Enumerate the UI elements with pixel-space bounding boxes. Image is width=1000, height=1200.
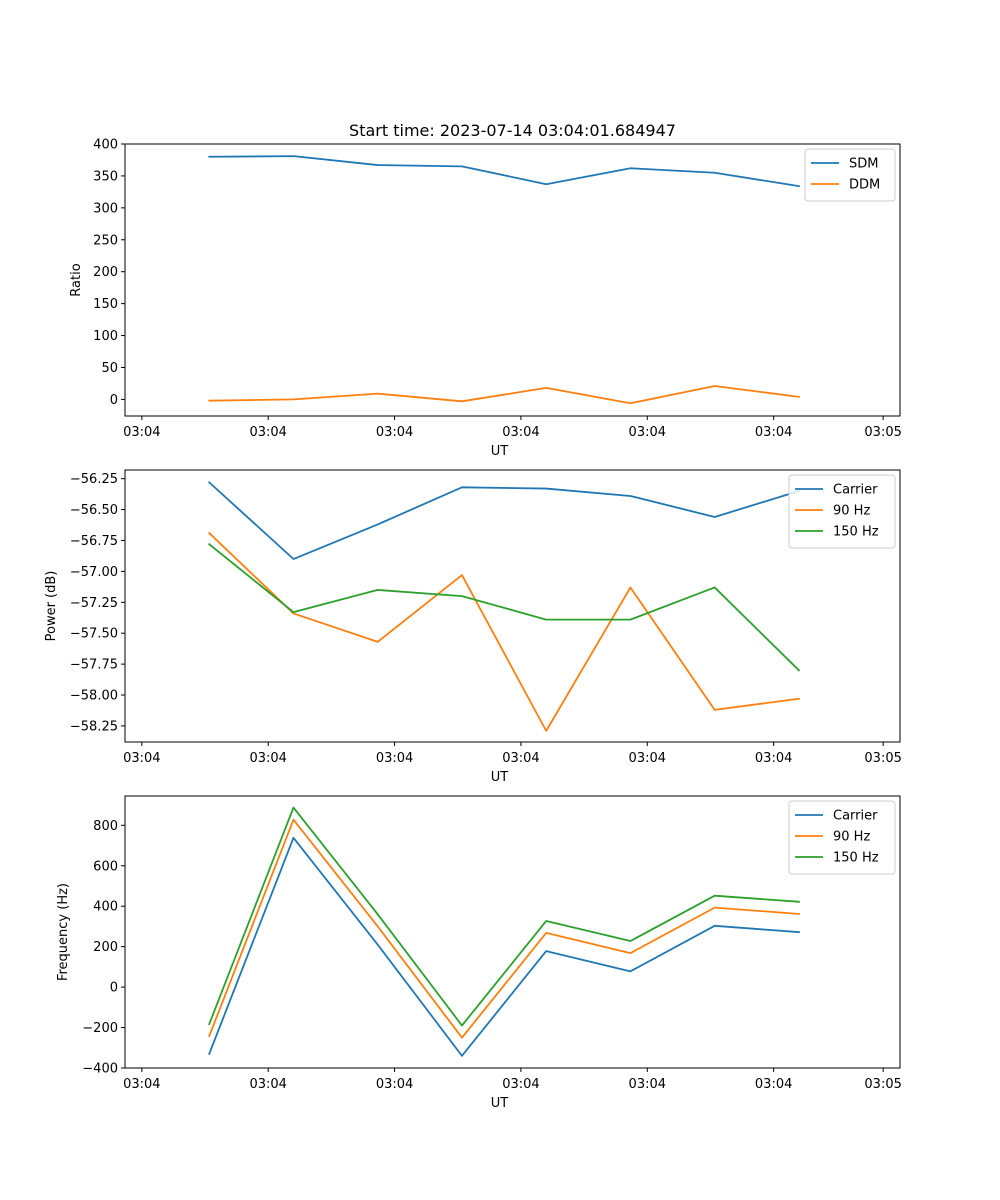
y-tick-label: 200: [93, 265, 118, 280]
series-line-90-hz: [208, 818, 800, 1039]
y-tick-label: 50: [101, 361, 118, 376]
legend: Carrier 90 Hz 150 Hz: [788, 800, 896, 875]
series-line-150-hz: [207, 542, 801, 672]
y-tick-label: 400: [93, 138, 118, 153]
axes-frame: [124, 469, 901, 743]
subplot-3: −400 −200 0 200 400 600 800 03:04 03:04 03:04 03:0…: [56, 795, 902, 1111]
legend-label: 150 Hz: [833, 851, 879, 866]
x-tick-label: 03:04: [502, 751, 539, 766]
x-tick-label: 03:04: [502, 425, 539, 440]
x-tick-label: 03:04: [755, 425, 792, 440]
y-axis-label: Frequency (Hz): [56, 883, 71, 981]
y-tick-label: −56.75: [70, 534, 118, 549]
x-tick-label: 03:04: [123, 751, 160, 766]
y-tick-label: −57.75: [70, 658, 118, 673]
legend-box: [804, 148, 896, 202]
y-tick-label: 350: [93, 169, 118, 184]
x-tick-label: 03:04: [502, 1077, 539, 1092]
y-tick-label: −58.25: [70, 719, 118, 734]
y-tick-label: −56.25: [70, 472, 118, 487]
legend-box: [788, 474, 896, 549]
x-tick-label: 03:04: [629, 751, 666, 766]
y-tick-label: 150: [93, 297, 118, 312]
figure-title: Start time: 2023-07-14 03:04:01.684947: [349, 121, 676, 140]
y-tick-label: −57.00: [70, 565, 118, 580]
y-tick-label: 400: [93, 900, 118, 915]
axes-frame: [124, 795, 901, 1069]
y-axis-label: Power (dB): [44, 571, 59, 642]
x-tick-label: 03:04: [376, 1077, 413, 1092]
legend-label: 150 Hz: [833, 525, 879, 540]
subplot-2: −56.25 −56.50 −56.75 −57.00 −57.25 −57.50 −57.…: [44, 469, 902, 785]
legend-label: DDM: [849, 178, 880, 193]
x-tick-label: 03:04: [755, 751, 792, 766]
series-line-carrier: [208, 836, 800, 1057]
x-axis-label: UT: [491, 444, 509, 459]
y-tick-label: 200: [93, 940, 118, 955]
series-line-90-hz: [207, 531, 800, 732]
legend-label: SDM: [849, 157, 878, 172]
axes-frame: [124, 143, 901, 417]
legend-label: 90 Hz: [833, 830, 870, 845]
x-tick-label: 03:04: [376, 425, 413, 440]
legend: SDM DDM: [804, 148, 896, 202]
y-tick-label: 100: [93, 329, 118, 344]
y-tick-label: −200: [82, 1021, 118, 1036]
y-tick-label: −56.50: [70, 503, 118, 518]
y-tick-label: 600: [93, 859, 118, 874]
x-tick-label: 03:04: [123, 1077, 160, 1092]
y-tick-label: 800: [93, 819, 118, 834]
subplot-1: 0 50 100 150 200 250 300 350 400 03:04 03:04 03:04 0…: [69, 138, 902, 460]
y-tick-label: 0: [110, 393, 118, 408]
legend-label: Carrier: [833, 809, 878, 824]
x-tick-label: 03:05: [864, 425, 901, 440]
y-tick-label: 300: [93, 201, 118, 216]
y-axis-label: Ratio: [69, 263, 84, 296]
y-tick-label: 250: [93, 233, 118, 248]
x-axis-label: UT: [491, 770, 509, 785]
legend: Carrier 90 Hz 150 Hz: [788, 474, 896, 549]
legend-box: [788, 800, 896, 875]
series-line-carrier: [207, 481, 801, 560]
legend-label: Carrier: [833, 483, 878, 498]
y-tick-label: −58.00: [70, 689, 118, 704]
x-tick-label: 03:05: [864, 1077, 901, 1092]
y-tick-label: −57.50: [70, 627, 118, 642]
series-line-ddm: [208, 385, 800, 405]
x-tick-label: 03:04: [629, 1077, 666, 1092]
series-line-150-hz: [208, 806, 800, 1027]
x-axis-label: UT: [491, 1096, 509, 1111]
series-line-sdm: [208, 155, 800, 188]
x-tick-label: 03:04: [249, 751, 286, 766]
x-tick-label: 03:04: [123, 425, 160, 440]
x-tick-label: 03:04: [629, 425, 666, 440]
x-tick-label: 03:04: [376, 751, 413, 766]
y-tick-label: 0: [110, 981, 118, 996]
x-tick-label: 03:04: [249, 1077, 286, 1092]
y-tick-label: −400: [82, 1062, 118, 1077]
x-tick-label: 03:05: [864, 751, 901, 766]
x-tick-label: 03:04: [755, 1077, 792, 1092]
y-tick-label: −57.25: [70, 596, 118, 611]
legend-label: 90 Hz: [833, 504, 870, 519]
x-tick-label: 03:04: [249, 425, 286, 440]
